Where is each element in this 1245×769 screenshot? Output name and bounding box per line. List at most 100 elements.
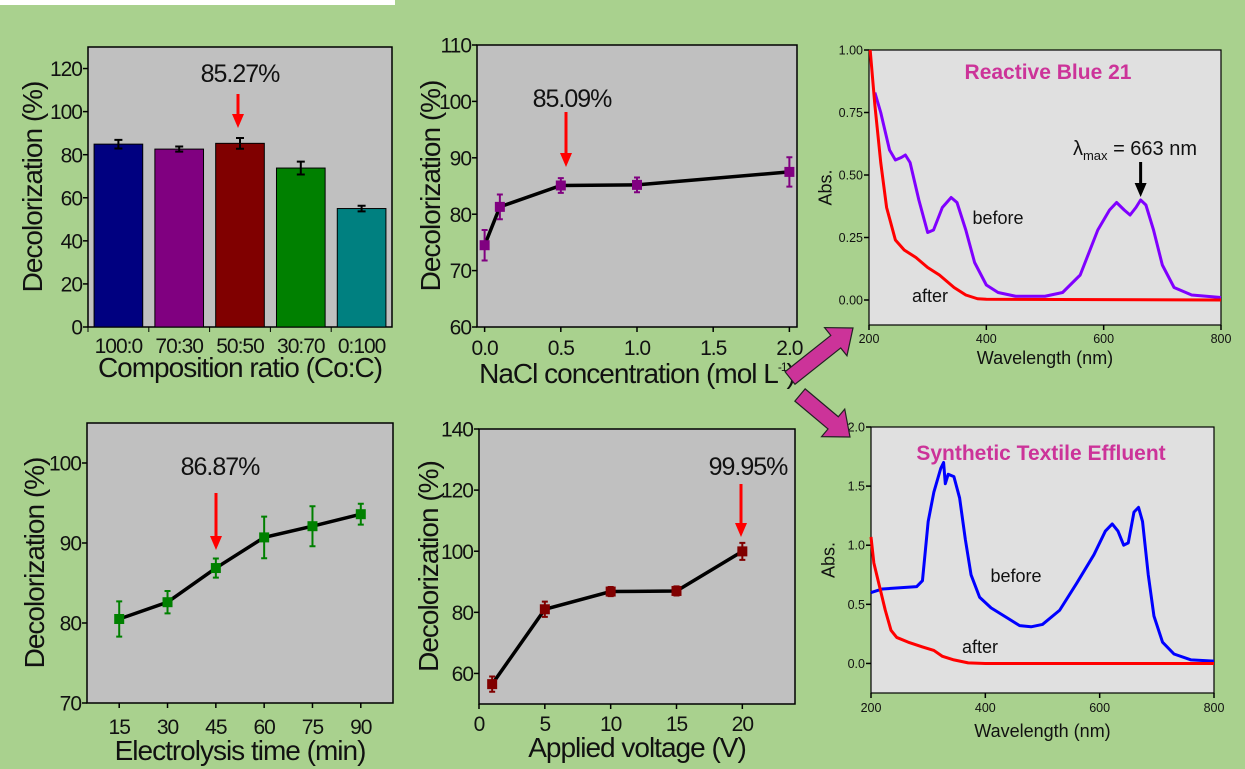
y-tick-label: 1.0 [848,539,865,553]
y-tick-label: 80 [61,144,83,167]
x-axis-label: Wavelength (nm) [977,348,1113,368]
y-tick-label: 110 [441,35,472,58]
x-tick-label: 50:50 [216,335,264,358]
annotation-arrow-head [735,523,747,537]
series-before [873,92,1222,299]
data-point [539,604,550,615]
data-point [632,179,642,190]
x-tick-label: 0 [474,713,485,736]
x-axis-label: Applied voltage (V) [528,732,746,763]
chart-title: Synthetic Textile Effluent [916,442,1165,465]
y-axis-label: Decolorization (%) [415,81,446,292]
peak-annotation: 85.27% [201,60,281,88]
data-point [494,201,505,212]
y-axis-label: Abs. [815,169,835,205]
peak-annotation: 85.09% [533,85,613,113]
x-axis-label: Composition ratio (Co:C) [98,352,382,383]
chart-5: 60 80 100 120 140 0 5 10 15 20 Decolorization (%) A… [413,419,796,763]
bar-50:50 [215,142,265,328]
x-axis-label-sup: -1 [778,360,788,374]
x-tick-label: 100:0 [95,335,143,358]
y-tick-label: 0.5 [848,598,865,612]
y-tick-label: 40 [61,230,83,253]
series-label-before: before [972,208,1023,228]
x-tick-label: 400 [975,701,996,715]
x-tick-label: 600 [1089,701,1110,715]
bar-70:30 [154,148,205,328]
x-tick-label: 45 [205,716,227,739]
y-tick-label: 100 [49,453,81,476]
top-white-strip [0,0,395,5]
data-point [784,166,795,177]
y-tick-label: 100 [439,91,471,114]
chart-title: Reactive Blue 21 [965,61,1132,84]
y-axis-label: Decolorization (%) [19,458,50,669]
error-bar [357,204,366,213]
x-tick-label: 10 [600,713,622,736]
plot-area [870,426,1215,694]
data-point [555,180,566,191]
y-tick-label: 2.0 [848,421,865,435]
series-label-before: before [990,566,1041,586]
data-point [487,679,498,690]
y-tick-label: 80 [450,204,472,227]
plot-area [868,49,1222,326]
series-label-after: after [962,637,998,657]
x-tick-label: 400 [976,332,997,346]
y-tick-label: 90 [450,147,472,170]
plot-area [478,428,796,705]
y-tick-label: 80 [60,613,82,636]
y-axis-label: Decolorization (%) [413,461,444,672]
chart-4: 70 80 90 100 15 30 45 60 75 90 Decolorization (%) E… [19,422,394,766]
x-tick-label: 30:70 [277,335,325,358]
chart-2: 60 70 80 90 100 110 0.0 0.5 1.0 1.5 2.0 Decolorizat… [415,35,804,389]
chart-1: 0 20 40 60 80 100 120 100:0 70:30 50:50 30:70 0:100… [17,46,393,383]
x-tick-label: 15 [666,713,688,736]
data-point [162,597,173,608]
series-before [870,460,1215,663]
y-tick-label: 100 [441,541,473,564]
data-point [737,546,748,557]
y-tick-label: 1.5 [848,480,865,494]
data-point [259,532,270,543]
y-tick-label: 0 [71,317,82,340]
series-after [868,49,1222,302]
x-tick-label: 90 [350,716,372,739]
y-tick-label: 0.50 [839,169,863,183]
data-point [114,614,125,624]
lambda-max-arrow-head [1134,183,1147,197]
x-tick-label: 30 [157,716,179,739]
y-tick-label: 120 [50,58,82,81]
y-tick-label: 0.75 [839,106,863,120]
x-tick-label: 200 [859,332,880,346]
annotation-arrow-head [560,153,572,167]
chart-3: 0.00 0.25 0.50 0.75 1.00 200 400 600 800 Abs. Wave… [815,44,1231,369]
x-axis-label: Wavelength (nm) [974,721,1110,741]
y-tick-label: 100 [50,101,82,124]
series-label-after: after [912,286,948,306]
annotation-arrow-head [232,114,244,128]
x-tick-label: 15 [109,716,131,739]
y-tick-label: 1.00 [839,44,863,58]
x-tick-label: 800 [1211,332,1232,346]
y-tick-label: 20 [61,273,83,296]
series-after [869,536,1214,665]
flow-arrow-up-icon [784,326,854,386]
y-tick-label: 80 [452,602,474,625]
y-tick-label: 60 [450,317,472,340]
data-point [671,585,682,596]
flow-arrow-down-icon [794,388,851,438]
x-tick-label: 800 [1204,701,1225,715]
y-tick-label: 70 [60,693,82,716]
data-point [307,521,318,532]
data-point [210,563,221,574]
y-axis-label: Abs. [818,542,838,578]
x-tick-label: 75 [302,716,324,739]
x-tick-label: 60 [253,716,275,739]
y-tick-label: 90 [60,533,82,556]
bar-0:100 [336,208,387,328]
x-tick-label: 0.5 [548,337,575,360]
x-axis-label: Electrolysis time (min) [115,735,366,766]
x-tick-label: 200 [861,701,882,715]
